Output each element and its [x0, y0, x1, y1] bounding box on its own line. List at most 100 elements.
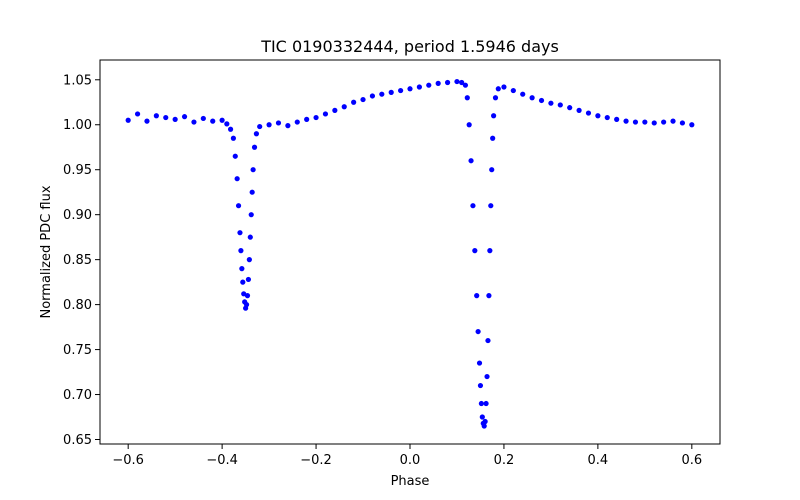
y-tick-label: 1.00 — [63, 118, 92, 133]
data-point — [239, 266, 245, 272]
data-point — [490, 135, 496, 141]
data-point — [275, 120, 282, 126]
data-point — [313, 114, 319, 121]
data-point — [235, 203, 242, 209]
data-point — [642, 119, 648, 125]
data-point — [240, 279, 246, 285]
y-axis-ticks: 0.65 0.70 0.75 0.80 0.85 0.90 0.95 1.00 1.05 — [63, 73, 100, 448]
data-point — [407, 86, 413, 92]
data-point — [232, 153, 238, 159]
data-point — [567, 105, 573, 111]
data-point — [482, 418, 488, 425]
data-point — [478, 400, 484, 407]
data-point — [510, 87, 516, 94]
data-point — [294, 119, 300, 125]
data-point — [224, 121, 230, 127]
data-point — [251, 144, 258, 150]
data-point — [479, 414, 485, 420]
y-axis-label: Normalized PDC flux — [39, 185, 54, 318]
data-point — [488, 203, 494, 209]
data-point — [529, 95, 535, 101]
chart-title: TIC 0190332444, period 1.5946 days — [260, 37, 559, 56]
data-point — [689, 122, 695, 128]
data-point — [557, 102, 563, 108]
data-point — [492, 95, 499, 101]
y-tick-label: 0.85 — [63, 253, 92, 268]
data-point — [266, 122, 272, 128]
data-point — [661, 119, 667, 125]
data-point — [249, 189, 255, 195]
y-tick-label: 1.05 — [63, 73, 92, 88]
data-point — [237, 230, 243, 236]
data-point — [520, 91, 526, 97]
data-point — [477, 382, 484, 389]
data-point — [585, 110, 592, 116]
x-tick-label: −0.4 — [206, 453, 238, 468]
data-point — [486, 293, 492, 299]
data-point — [454, 78, 460, 85]
data-point — [670, 118, 676, 124]
data-point — [244, 293, 251, 299]
data-point — [484, 373, 490, 380]
data-point — [247, 234, 253, 240]
data-point — [426, 82, 432, 88]
data-point — [462, 82, 469, 88]
data-point — [248, 212, 254, 218]
data-point — [435, 80, 441, 86]
data-point — [474, 293, 480, 299]
x-tick-label: −0.6 — [112, 453, 144, 468]
x-axis-ticks: −0.6 −0.4 −0.2 0.0 0.2 0.4 0.6 — [112, 444, 702, 468]
data-points — [125, 78, 695, 429]
data-point — [181, 114, 188, 120]
data-point — [219, 117, 225, 123]
y-tick-label: 0.70 — [63, 388, 92, 403]
data-point — [487, 248, 493, 254]
data-point — [125, 117, 131, 123]
data-point — [489, 167, 495, 173]
data-point — [491, 113, 497, 119]
data-point — [481, 423, 487, 429]
data-point — [227, 126, 234, 132]
data-point — [604, 114, 610, 121]
data-point — [623, 118, 629, 124]
data-point — [163, 114, 169, 121]
data-point — [483, 400, 489, 407]
data-point — [501, 84, 507, 90]
plot-frame — [99, 59, 721, 445]
data-point — [351, 99, 357, 105]
data-point — [246, 257, 252, 263]
y-tick-label: 0.65 — [63, 433, 92, 448]
data-point — [538, 97, 545, 104]
plot-area — [99, 59, 721, 445]
data-point — [230, 135, 236, 141]
x-tick-label: 0.2 — [494, 453, 515, 468]
data-point — [200, 115, 206, 122]
data-point — [495, 86, 501, 92]
data-point — [470, 203, 476, 209]
data-point — [285, 123, 291, 129]
y-tick-label: 0.95 — [63, 163, 92, 178]
x-tick-label: −0.2 — [300, 453, 332, 468]
y-tick-label: 0.90 — [63, 208, 92, 223]
data-point — [379, 91, 385, 97]
data-point — [464, 95, 470, 101]
data-point — [332, 107, 338, 113]
data-point — [253, 131, 260, 137]
data-point — [595, 113, 601, 119]
data-point — [245, 276, 252, 283]
data-point — [388, 89, 394, 95]
data-point — [468, 158, 474, 164]
data-point — [472, 248, 478, 254]
data-point — [466, 122, 472, 128]
data-point — [172, 116, 178, 122]
data-point — [576, 107, 582, 113]
data-point — [476, 360, 483, 366]
data-point — [416, 84, 422, 90]
data-point — [257, 123, 263, 130]
y-tick-label: 0.80 — [63, 298, 92, 313]
data-point — [459, 79, 465, 86]
data-point — [360, 96, 366, 103]
data-point — [679, 120, 686, 126]
data-point — [341, 104, 347, 110]
